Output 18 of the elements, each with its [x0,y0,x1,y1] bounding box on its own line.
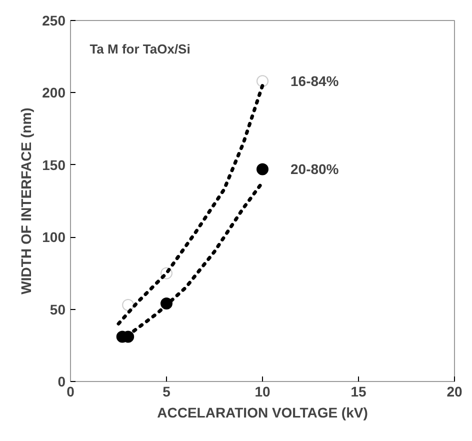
x-tick-label: 20 [446,384,462,400]
point [256,163,268,176]
annotation: Ta M for TaOx/Si [90,42,190,57]
x-tick-label: 5 [162,384,171,400]
y-tick-label: 50 [50,301,66,318]
point [256,75,268,88]
x-tick-label: 15 [350,384,366,400]
series-label: 16-84% [290,73,340,90]
x-tick-label: 10 [254,384,270,400]
y-tick-label: 200 [42,84,66,101]
series-label: 20-80% [290,161,340,178]
y-tick-label: 250 [42,12,66,28]
x-axis-title: ACCELARATION VOLTAGE (kV) [157,404,368,420]
point [122,298,134,311]
y-tick-label: 0 [58,374,66,390]
y-tick-label: 150 [42,156,66,173]
y-tick-label: 100 [42,229,66,246]
y-axis-title: WIDTH OF INTERFACE (nm) [18,108,34,294]
